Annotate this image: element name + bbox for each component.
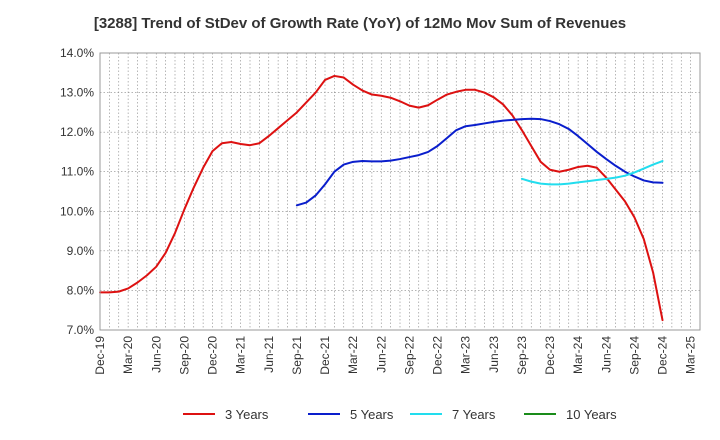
series-line-1 (295, 117, 664, 207)
x-tick-label: Jun-23 (487, 336, 501, 373)
series-line-2 (520, 160, 664, 186)
x-tick-label: Sep-24 (627, 336, 641, 375)
y-tick-label: 14.0% (60, 46, 94, 60)
series-line-0 (99, 74, 664, 322)
x-tick-label: Jun-22 (374, 336, 388, 373)
legend-label-2: 7 Years (452, 407, 496, 422)
x-tick-label: Sep-20 (177, 336, 191, 375)
y-axis: 7.0% 8.0% 9.0% 10.0% 11.0% 12.0% 13.0% 14.0% (60, 46, 94, 337)
legend-label-1: 5 Years (350, 407, 394, 422)
plot-frame (99, 52, 701, 331)
x-tick-label: Jun-24 (599, 336, 613, 373)
y-tick-label: 12.0% (60, 125, 94, 139)
x-tick-label: Dec-20 (206, 336, 220, 375)
x-tick-label: Sep-23 (515, 336, 529, 375)
x-tick-label: Mar-21 (234, 336, 248, 374)
x-tick-label: Jun-20 (149, 336, 163, 373)
x-tick-label: Mar-22 (346, 336, 360, 374)
x-tick-label: Dec-23 (543, 336, 557, 375)
y-tick-label: 10.0% (60, 204, 94, 218)
x-tick-label: Mar-23 (459, 336, 473, 374)
x-tick-label: Sep-22 (402, 336, 416, 375)
legend: 3 Years 5 Years 7 Years 10 Years (183, 407, 617, 422)
x-axis: Dec-19 Mar-20 Jun-20 Sep-20 Dec-20 Mar-21 Jun-… (93, 336, 698, 375)
x-tick-label: Mar-24 (571, 336, 585, 374)
grid (99, 52, 701, 331)
chart-title: [3288] Trend of StDev of Growth Rate (Yo… (94, 15, 626, 32)
y-tick-label: 9.0% (67, 244, 95, 258)
x-tick-label: Dec-21 (318, 336, 332, 375)
x-tick-label: Dec-24 (656, 336, 670, 375)
x-tick-label: Mar-20 (121, 336, 135, 374)
series-lines (99, 74, 664, 322)
x-tick-label: Mar-25 (684, 336, 698, 374)
x-tick-label: Sep-21 (290, 336, 304, 375)
x-tick-label: Jun-21 (262, 336, 276, 373)
y-tick-label: 7.0% (67, 323, 95, 337)
x-tick-label: Dec-19 (93, 336, 107, 375)
y-tick-label: 11.0% (61, 165, 94, 179)
y-tick-label: 13.0% (60, 86, 94, 100)
legend-label-0: 3 Years (225, 407, 269, 422)
y-tick-label: 8.0% (67, 283, 95, 297)
legend-label-3: 10 Years (566, 407, 617, 422)
x-tick-label: Dec-22 (431, 336, 445, 375)
